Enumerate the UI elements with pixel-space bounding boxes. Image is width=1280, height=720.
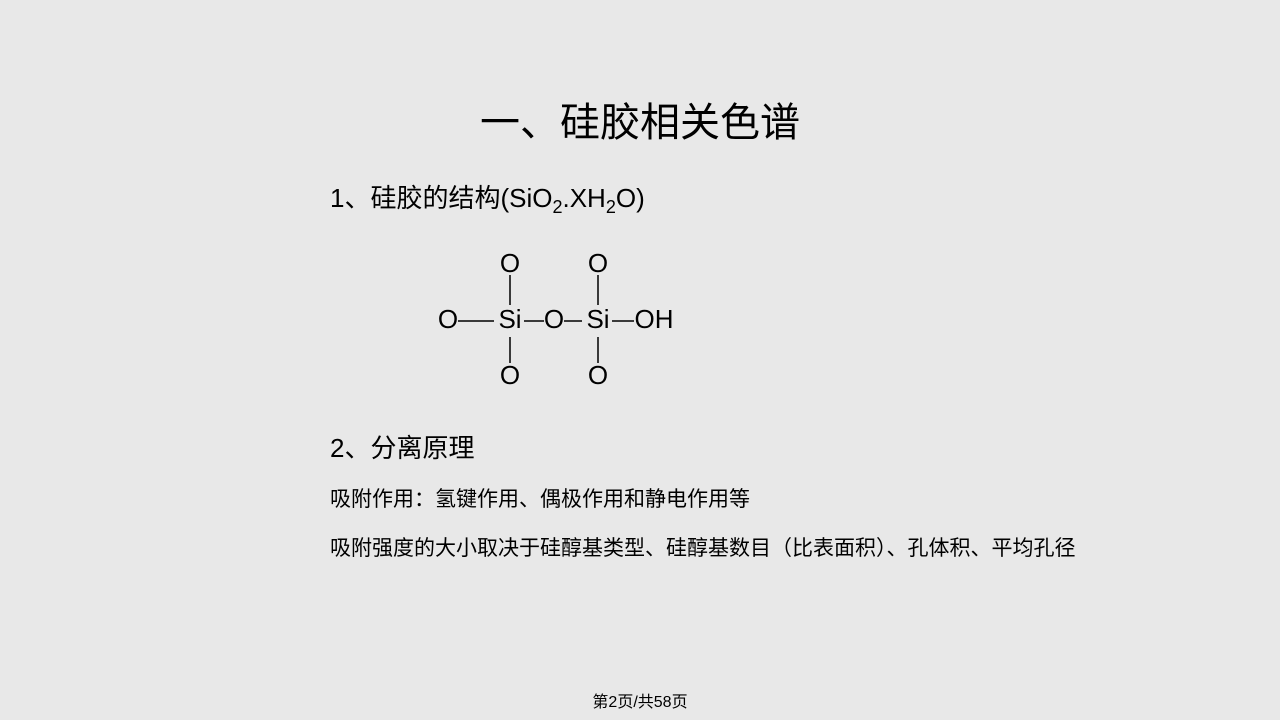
- section1-sub1: 2: [552, 197, 562, 217]
- chemical-structure: OOOSiOSiOHOO: [330, 243, 1140, 393]
- svg-text:Si: Si: [498, 304, 521, 334]
- section1-sub2: 2: [606, 197, 616, 217]
- svg-text:O: O: [544, 304, 564, 334]
- page-title: 一、硅胶相关色谱: [0, 0, 1280, 178]
- page-number: 第2页/共58页: [0, 688, 1280, 712]
- svg-text:Si: Si: [586, 304, 609, 334]
- section1-suffix: O): [616, 183, 645, 213]
- section2-heading: 2、分离原理: [330, 428, 1140, 465]
- svg-text:O: O: [500, 248, 520, 278]
- section1-prefix: 1、硅胶的结构(SiO: [330, 183, 552, 213]
- section2-para1: 吸附作用：氢键作用、偶极作用和静电作用等: [330, 483, 1140, 518]
- structure-diagram: OOOSiOSiOHOO: [410, 243, 690, 393]
- section1-heading: 1、硅胶的结构(SiO2.XH2O): [330, 178, 1140, 218]
- svg-text:O: O: [588, 360, 608, 390]
- section2-para2: 吸附强度的大小取决于硅醇基类型、硅醇基数目（比表面积）、孔体积、平均孔径: [330, 532, 1140, 567]
- svg-text:O: O: [588, 248, 608, 278]
- section1-mid: .XH: [562, 183, 605, 213]
- content-area: 1、硅胶的结构(SiO2.XH2O) OOOSiOSiOHOO 2、分离原理 吸…: [0, 178, 1280, 566]
- svg-text:OH: OH: [635, 304, 674, 334]
- svg-text:O: O: [438, 304, 458, 334]
- svg-text:O: O: [500, 360, 520, 390]
